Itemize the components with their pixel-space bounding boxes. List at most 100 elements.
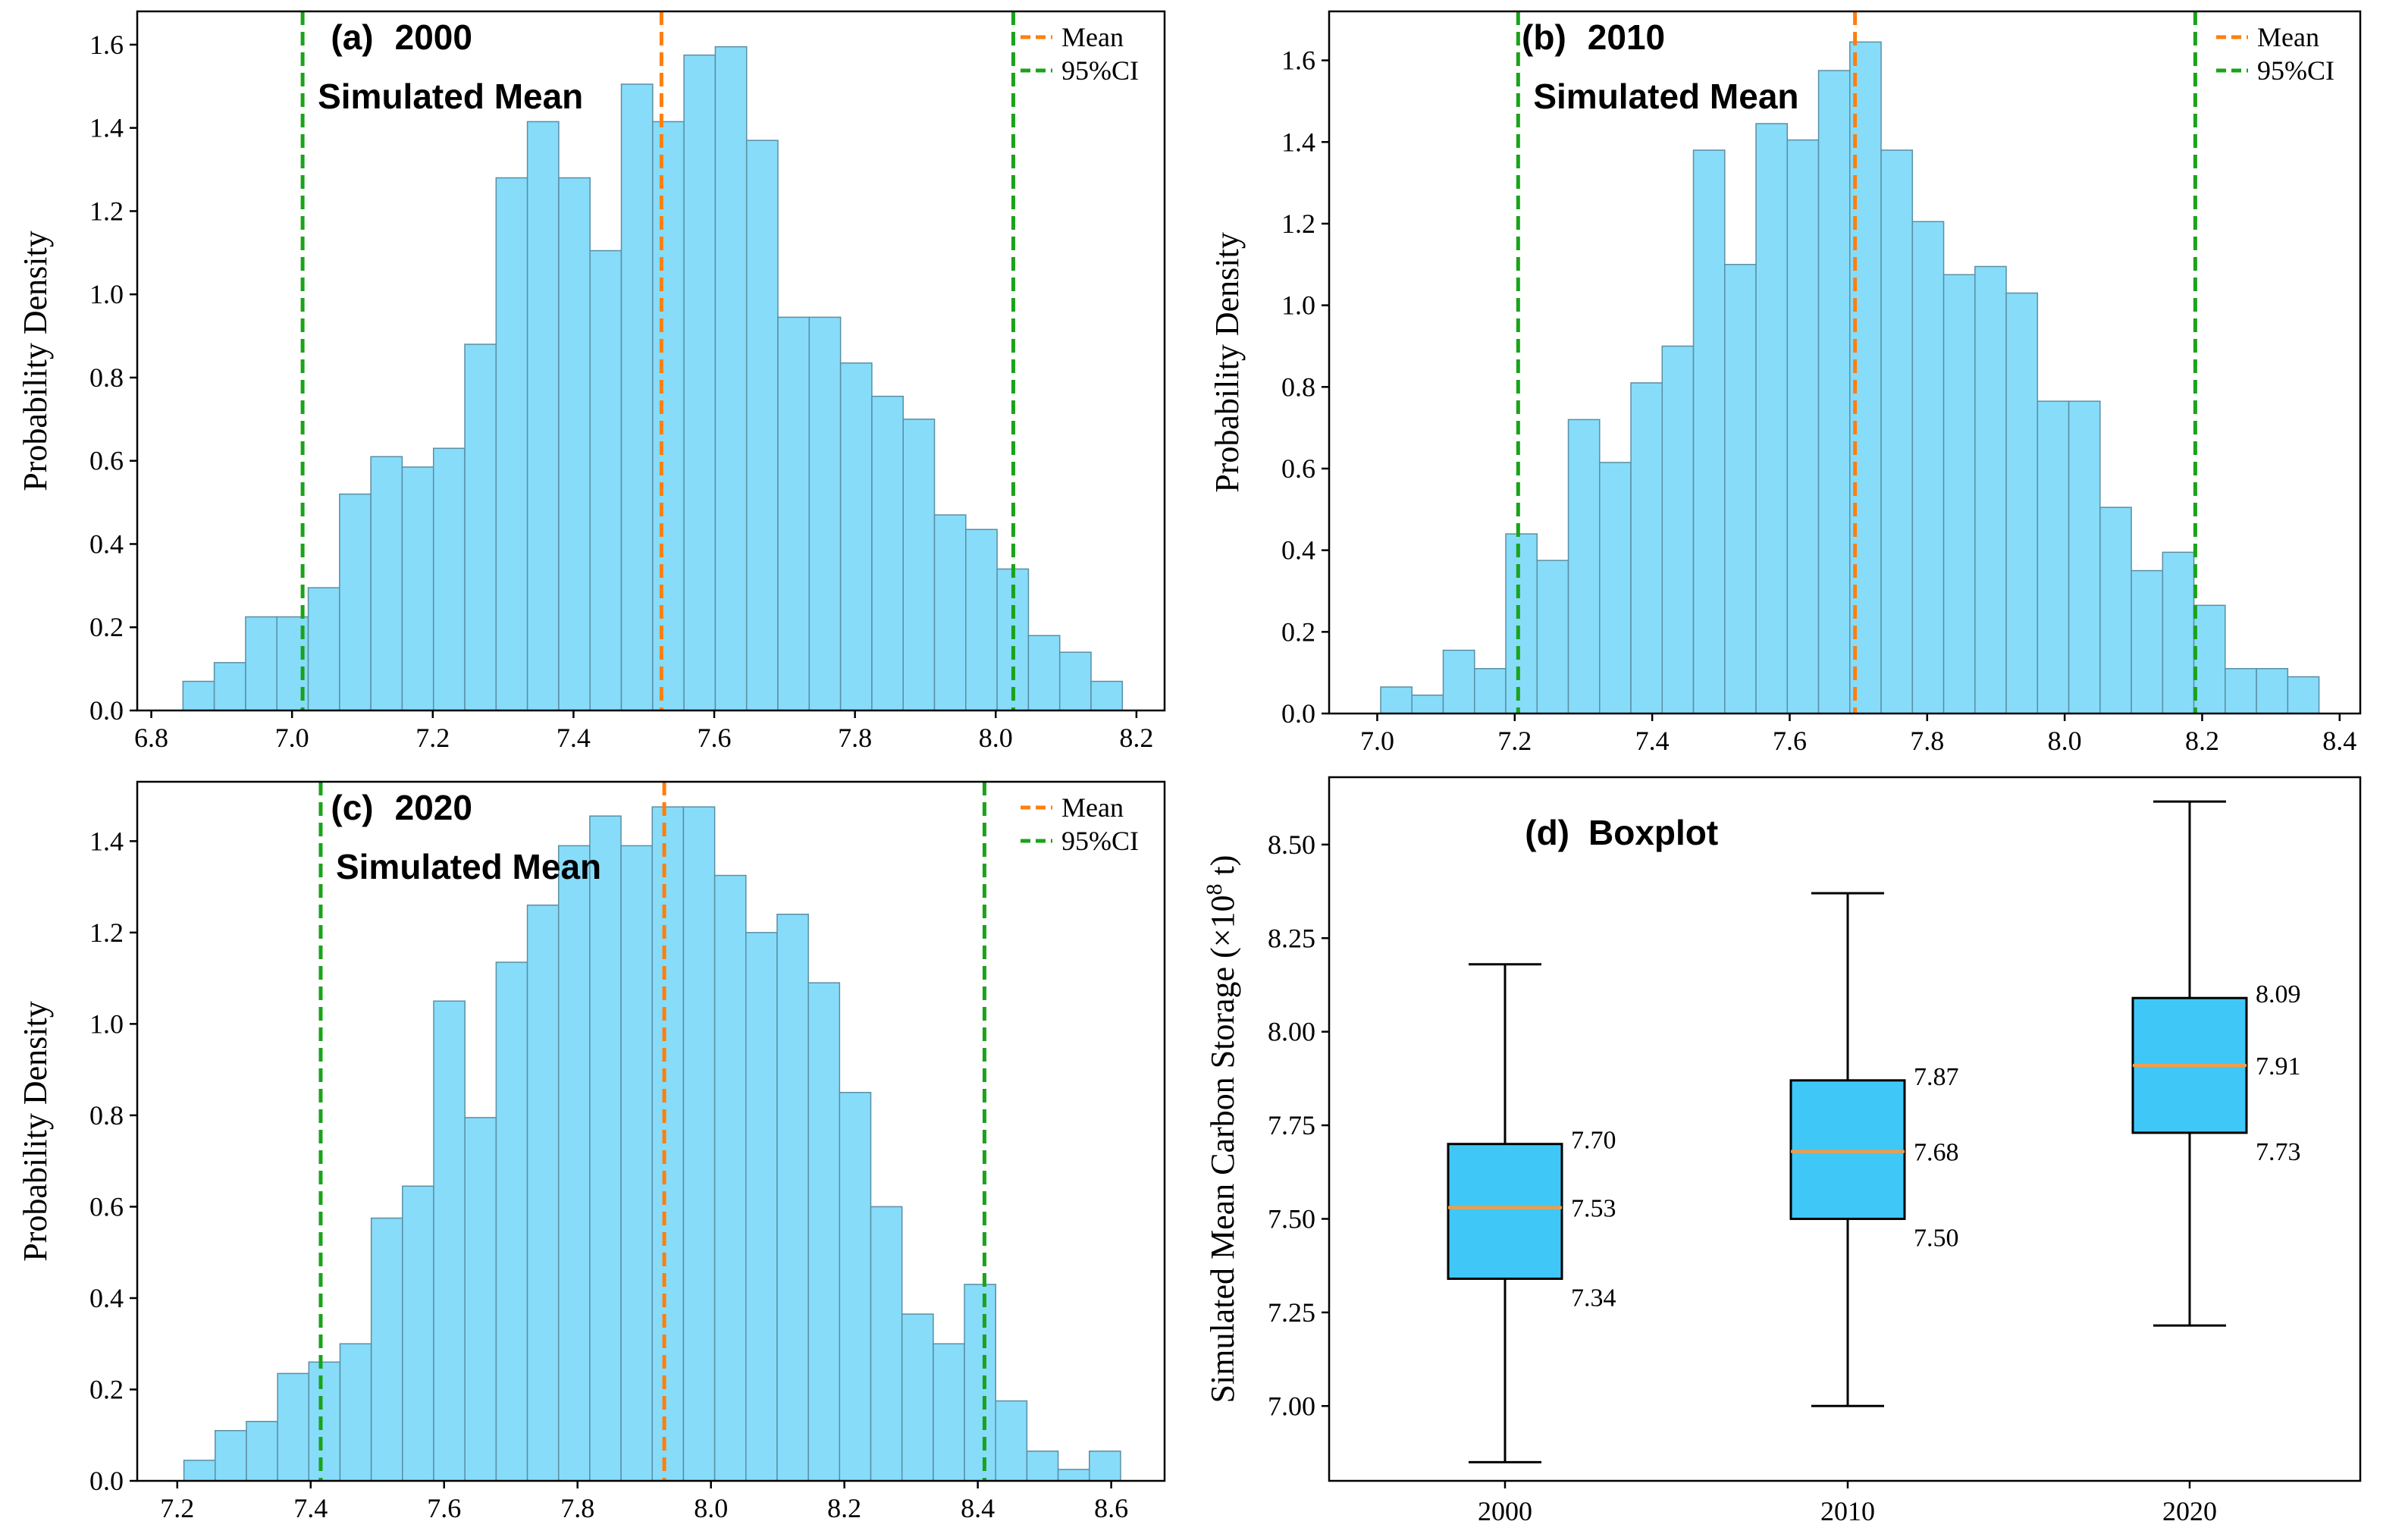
x-tick-label: 7.8 [1910, 726, 1944, 756]
y-tick-label: 0.6 [1281, 453, 1315, 484]
histogram-bar [215, 1429, 247, 1482]
box-2010 [1789, 1079, 1906, 1220]
histogram-bar [339, 1343, 372, 1482]
median-label: 7.68 [1914, 1139, 1959, 1167]
histogram-2010-panel: 7.0 7.2 7.4 7.6 7.8 8.0 8.2 8.4 0.0 0.2 0.4 0.6 0.8 1… [1209, 10, 2362, 756]
y-tick-label: 0.2 [89, 1374, 124, 1404]
y-tick-label: 1.0 [89, 1008, 124, 1039]
q1-label: 7.34 [1571, 1284, 1616, 1312]
histogram-bar [933, 514, 967, 711]
y-tick-label: 0.4 [1281, 535, 1315, 566]
histogram-bar [2131, 569, 2164, 714]
x-tick-label: 7.2 [1497, 726, 1532, 756]
histogram-2020-panel: 7.2 7.4 7.6 7.8 8.0 8.2 8.4 8.6 0.0 0.2 0.4 0.6 0.8 1… [17, 780, 1166, 1523]
histogram-bar [1411, 695, 1444, 714]
histogram-bar [370, 456, 403, 711]
x-tick-label: 7.6 [1773, 726, 1807, 756]
histogram-bar [558, 177, 591, 711]
histogram-bar [1536, 560, 1569, 714]
histogram-bar [965, 528, 998, 711]
x-tick-label: 7.6 [698, 723, 732, 753]
x-tick-label: 7.2 [415, 723, 450, 753]
y-tick-label: 0.2 [89, 612, 124, 642]
simulated-mean-annotation: Simulated Mean [336, 847, 601, 886]
y-tick-label: 1.2 [1281, 209, 1315, 239]
panel-label: (c) [331, 788, 373, 827]
histogram-bar [1089, 1451, 1121, 1482]
x-tick-label: 8.4 [2322, 726, 2356, 756]
histogram-bar [401, 466, 434, 711]
histogram-bar [1442, 649, 1475, 714]
y-axis-label-unit: t) [1204, 855, 1241, 884]
q1-label: 7.50 [1914, 1224, 1959, 1252]
histogram-bar [1974, 265, 2007, 714]
y-tick-label: 0.0 [89, 695, 124, 726]
histogram-bar [807, 982, 841, 1482]
histogram-bar [2068, 400, 2101, 714]
box-2000 [1447, 1143, 1563, 1280]
histogram-bar [777, 316, 811, 711]
histogram-bar [1786, 139, 1820, 714]
x-tick-label: 8.4 [961, 1493, 995, 1523]
q3-label: 7.87 [1914, 1063, 1959, 1091]
y-tick-label: 1.6 [1281, 45, 1315, 76]
histogram-bar [652, 121, 685, 711]
histogram-bar [808, 316, 842, 711]
histogram-bar [277, 1372, 310, 1482]
panel-title: Boxplot [1588, 813, 1718, 852]
histogram-bar [464, 343, 497, 711]
histogram-bar [432, 447, 466, 711]
histogram-bar [1849, 41, 1882, 714]
histogram-bar [2256, 668, 2289, 714]
histogram-bar [526, 121, 560, 711]
y-tick-label: 0.6 [89, 446, 124, 476]
y-tick-label: 0.6 [89, 1191, 124, 1222]
x-tick-label: 7.4 [557, 723, 591, 753]
x-tick-label: 7.6 [427, 1493, 461, 1523]
histogram-bar [1505, 533, 1538, 714]
simulated-mean-annotation: Simulated Mean [1533, 77, 1798, 116]
panel-label: (d) [1525, 813, 1569, 852]
histogram-bar [370, 1217, 403, 1482]
y-tick-label: 1.0 [1281, 290, 1315, 321]
y-tick-label: 8.50 [1268, 830, 1315, 860]
plot-frame [1328, 10, 2362, 715]
x-tick-label: 7.2 [160, 1493, 194, 1523]
y-axis-label-main: Simulated Mean Carbon Storage (×10 [1204, 895, 1241, 1403]
q1-label: 7.73 [2256, 1138, 2301, 1166]
histogram-bar [995, 1400, 1028, 1482]
median-label: 7.53 [1571, 1195, 1616, 1223]
x-tick-label: 2010 [1820, 1496, 1875, 1526]
median-label: 7.91 [2256, 1052, 2301, 1081]
histogram-bar [620, 83, 654, 711]
x-tick-label: 8.0 [694, 1493, 728, 1523]
y-tick-label: 1.0 [89, 279, 124, 309]
x-tick-label: 8.2 [827, 1493, 861, 1523]
histogram-bar [1474, 668, 1507, 714]
simulated-mean-annotation: Simulated Mean [318, 77, 583, 116]
histogram-bar [1880, 149, 1914, 714]
y-tick-label: 0.8 [89, 1100, 124, 1131]
y-tick-label: 0.8 [1281, 372, 1315, 402]
histogram-bar [870, 1206, 903, 1482]
histogram-bar [495, 177, 528, 711]
x-tick-label: 7.0 [275, 723, 309, 753]
y-tick-label: 1.2 [89, 196, 124, 226]
histogram-bar [683, 54, 716, 711]
histogram-bar [2005, 292, 2039, 714]
histogram-bar [714, 45, 748, 711]
x-tick-label: 7.8 [838, 723, 872, 753]
y-axis-label: Probability Density [17, 1001, 54, 1261]
histogram-bar [464, 1117, 497, 1482]
histogram-bar [682, 806, 716, 1482]
histogram-bar [2193, 604, 2226, 714]
histogram-bar [713, 874, 747, 1482]
y-tick-label: 0.8 [89, 362, 124, 393]
histogram-bar [1724, 264, 1757, 714]
histogram-bar [776, 914, 809, 1482]
histogram-bar [2162, 551, 2195, 714]
histogram-bar [1027, 635, 1061, 711]
histogram-bar [307, 587, 340, 711]
histogram-bar [246, 1420, 278, 1482]
